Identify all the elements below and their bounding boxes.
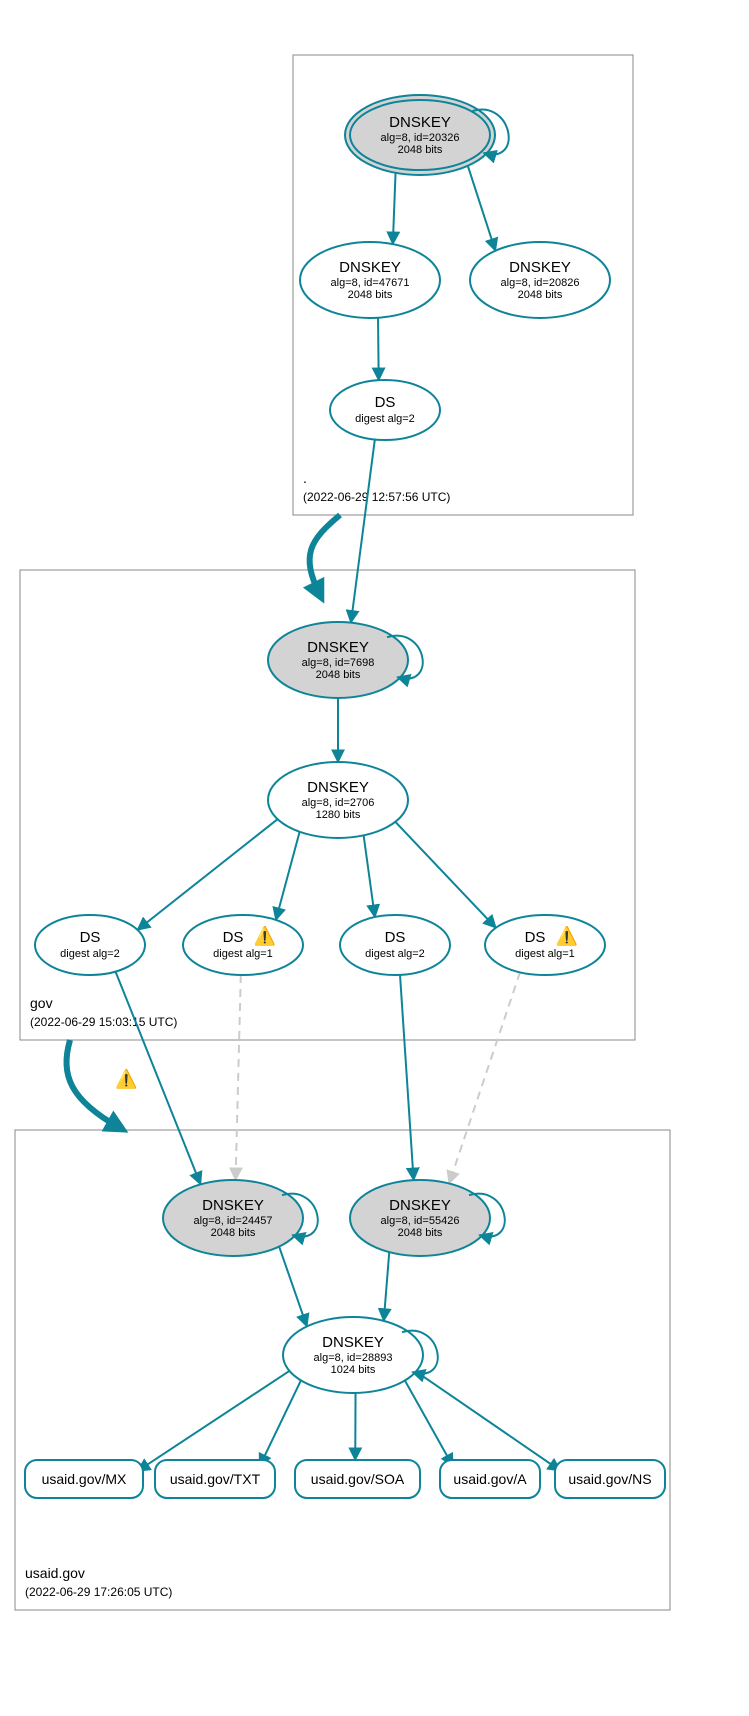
node-n7: DS ⚠️ digest alg=1 bbox=[183, 915, 303, 975]
node-line3: 2048 bits bbox=[211, 1227, 256, 1239]
edge bbox=[276, 832, 300, 920]
node-title: DNSKEY bbox=[322, 1334, 384, 1351]
node-title: DS bbox=[223, 929, 244, 946]
edge bbox=[416, 1372, 560, 1471]
node-line2: alg=8, id=47671 bbox=[331, 277, 410, 289]
node-line3: 2048 bits bbox=[398, 1227, 443, 1239]
edge bbox=[395, 822, 496, 928]
node-line2: alg=8, id=2706 bbox=[302, 797, 375, 809]
edge bbox=[384, 1252, 389, 1321]
rrset-label: usaid.gov/A bbox=[453, 1471, 527, 1487]
svg-text:usaid.gov: usaid.gov bbox=[25, 1565, 85, 1581]
svg-text:(2022-06-29 17:26:05 UTC): (2022-06-29 17:26:05 UTC) bbox=[25, 1585, 172, 1599]
edge bbox=[138, 1371, 290, 1471]
node-title: DS bbox=[385, 929, 406, 946]
node-line2: alg=8, id=7698 bbox=[302, 657, 375, 669]
node-title: DS bbox=[525, 929, 546, 946]
node-title: DNSKEY bbox=[389, 1197, 451, 1214]
edge bbox=[378, 318, 379, 380]
edge bbox=[364, 835, 375, 917]
node-line3: 2048 bits bbox=[398, 144, 443, 156]
svg-text:(2022-06-29 12:57:56 UTC): (2022-06-29 12:57:56 UTC) bbox=[303, 490, 450, 504]
node-line2: alg=8, id=20326 bbox=[381, 132, 460, 144]
node-n11: DNSKEYalg=8, id=554262048 bits bbox=[350, 1180, 505, 1256]
node-title: DNSKEY bbox=[389, 114, 451, 131]
node-line2: alg=8, id=28893 bbox=[314, 1352, 393, 1364]
node-line2: digest alg=2 bbox=[60, 948, 120, 960]
zone-edge bbox=[67, 1040, 120, 1128]
rrset-r3: usaid.gov/A bbox=[440, 1460, 540, 1498]
node-n6: DS digest alg=2 bbox=[35, 915, 145, 975]
edge bbox=[260, 1380, 301, 1466]
node-line2: digest alg=1 bbox=[515, 948, 575, 960]
node-title: DNSKEY bbox=[307, 639, 369, 656]
zone-edge bbox=[310, 515, 340, 595]
node-title: DNSKEY bbox=[202, 1197, 264, 1214]
edge bbox=[400, 975, 414, 1180]
dnssec-diagram: . (2022-06-29 12:57:56 UTC) gov (2022-06-29… bbox=[0, 0, 749, 1711]
node-title: DS bbox=[375, 394, 396, 411]
node-line2: alg=8, id=55426 bbox=[381, 1215, 460, 1227]
node-line3: 1024 bits bbox=[331, 1364, 376, 1376]
node-title: DS bbox=[80, 929, 101, 946]
rrset-label: usaid.gov/TXT bbox=[170, 1471, 261, 1487]
node-line3: 2048 bits bbox=[316, 669, 361, 681]
node-n5: DNSKEYalg=8, id=27061280 bits bbox=[268, 762, 408, 838]
edge bbox=[351, 439, 375, 622]
node-line3: 1280 bits bbox=[316, 809, 361, 821]
node-line2: digest alg=2 bbox=[365, 948, 425, 960]
node-n10: DNSKEYalg=8, id=244572048 bits bbox=[163, 1180, 318, 1256]
edge bbox=[279, 1247, 307, 1327]
node-title: DNSKEY bbox=[339, 259, 401, 276]
node-line3: 2048 bits bbox=[348, 289, 393, 301]
node-n8: DS digest alg=2 bbox=[340, 915, 450, 975]
node-line3: 2048 bits bbox=[518, 289, 563, 301]
rrset-r1: usaid.gov/TXT bbox=[155, 1460, 275, 1498]
edge bbox=[468, 166, 496, 251]
edge bbox=[137, 819, 277, 930]
node-title: DNSKEY bbox=[307, 779, 369, 796]
edge bbox=[393, 173, 396, 244]
rrset-r4: usaid.gov/NS bbox=[555, 1460, 665, 1498]
rrset-label: usaid.gov/MX bbox=[42, 1471, 127, 1487]
rrset-label: usaid.gov/SOA bbox=[311, 1471, 405, 1487]
warning-icon: ⚠️ bbox=[115, 1068, 137, 1089]
node-n1: DNSKEYalg=8, id=476712048 bits bbox=[300, 242, 440, 318]
node-n2: DNSKEYalg=8, id=208262048 bits bbox=[470, 242, 610, 318]
svg-text:gov: gov bbox=[30, 995, 53, 1011]
node-n4: DNSKEYalg=8, id=76982048 bits bbox=[268, 622, 423, 698]
rrset-r2: usaid.gov/SOA bbox=[295, 1460, 420, 1498]
edge bbox=[405, 1381, 453, 1467]
node-n9: DS ⚠️ digest alg=1 bbox=[485, 915, 605, 975]
node-title: DNSKEY bbox=[509, 259, 571, 276]
edge bbox=[449, 972, 520, 1183]
rrset-label: usaid.gov/NS bbox=[568, 1471, 651, 1487]
node-line2: digest alg=1 bbox=[213, 948, 273, 960]
svg-text:.: . bbox=[303, 470, 307, 486]
node-line2: alg=8, id=24457 bbox=[194, 1215, 273, 1227]
node-line2: alg=8, id=20826 bbox=[501, 277, 580, 289]
node-line2: digest alg=2 bbox=[355, 413, 415, 425]
node-n3: DS digest alg=2 bbox=[330, 380, 440, 440]
node-n0: DNSKEYalg=8, id=203262048 bits bbox=[345, 95, 509, 175]
warning-icon: ⚠️ bbox=[556, 925, 578, 946]
svg-text:(2022-06-29 15:03:15 UTC): (2022-06-29 15:03:15 UTC) bbox=[30, 1015, 177, 1029]
edge bbox=[236, 975, 241, 1180]
warning-icon: ⚠️ bbox=[254, 925, 276, 946]
node-n12: DNSKEYalg=8, id=288931024 bits bbox=[283, 1317, 438, 1393]
rrset-r0: usaid.gov/MX bbox=[25, 1460, 143, 1498]
